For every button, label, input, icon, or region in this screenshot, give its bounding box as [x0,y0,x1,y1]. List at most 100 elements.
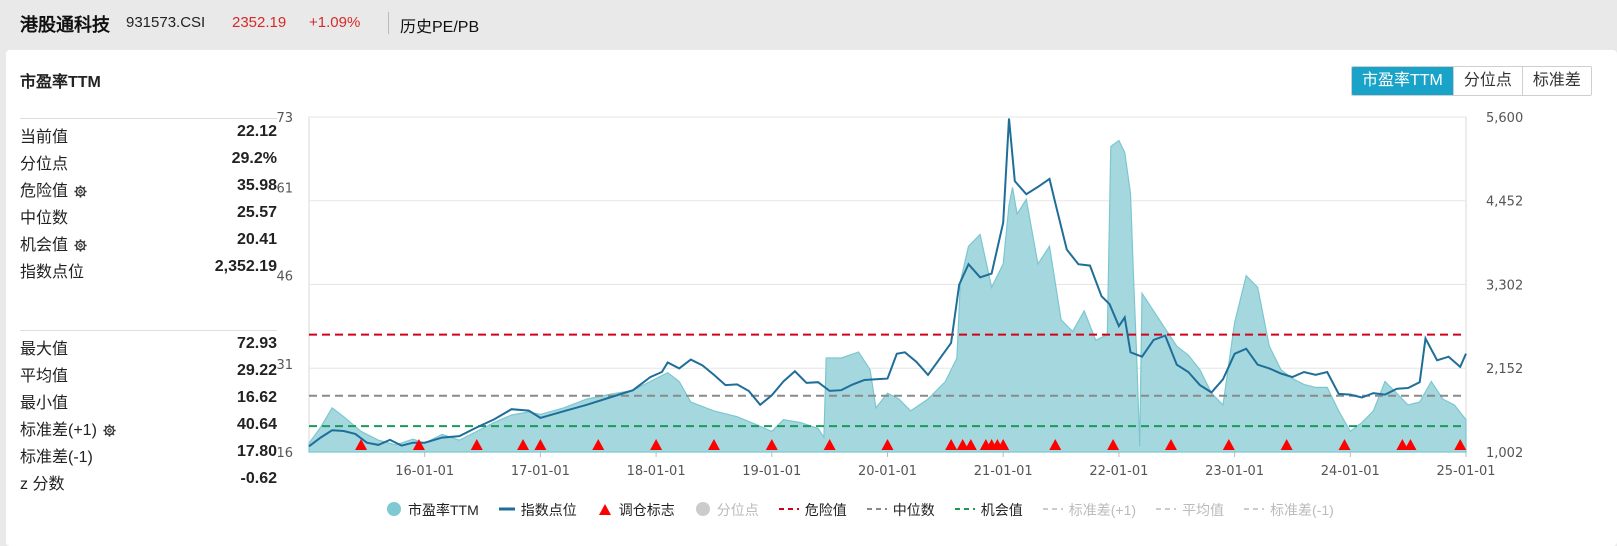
stat-row: 机会值 20.41 [20,228,277,255]
pe-ttm-area [308,139,1467,453]
y-left-tick-label: 61 [276,182,293,197]
pe-chart: 73 61 46 31 16 5,600 4,452 3,302 2,152 1,002 16-01… [276,111,1523,479]
legend-item[interactable]: 分位点 [695,500,759,520]
rebalance-marker [823,439,836,450]
rebalance-marker [1222,439,1235,450]
legend-swatch [597,501,613,520]
stat-label-text: 最大值 [20,341,69,358]
x-tick-label: 23-01-01 [1205,464,1264,479]
index-change: +1.09% [309,14,361,31]
stat-row: 最小值 16.62 [20,386,277,413]
legend-item[interactable]: 标准差(+1) [1042,500,1137,520]
tab-historical-pe-pb[interactable]: 历史PE/PB [400,19,480,36]
stat-row: 中位数 25.57 [20,201,277,228]
rebalance-marker [470,439,483,450]
x-tick-label: 16-01-01 [395,464,454,479]
stat-row: 危险值 35.98 [20,174,277,201]
rebalance-marker [997,439,1010,450]
gear-icon[interactable] [74,239,87,257]
rebalance-marker [1107,439,1120,450]
legend-item[interactable]: 危险值 [778,500,847,520]
legend-swatch [778,501,799,520]
stat-label-text: z 分数 [20,476,65,493]
legend-swatch [1156,501,1177,520]
gear-icon[interactable] [74,185,87,203]
stat-value: 29.2% [231,150,277,167]
stats-top-list: 当前值 22.12 分位点 29.2% 危险值 35.98 中位数 25.57 机会值 20.41… [20,118,277,282]
segment-percentile[interactable]: 分位点 [1452,67,1522,95]
stat-row: 最大值 72.93 [20,332,277,359]
x-tick-label: 24-01-01 [1321,464,1380,479]
y-right-tick-label: 5,600 [1486,111,1523,126]
stat-value: 72.93 [236,335,277,352]
stat-label: 当前值 [20,123,68,147]
stat-label: 分位点 [20,150,68,174]
stat-label-text: 标准差(-1) [20,449,93,466]
stat-label: 标准差(-1) [20,443,93,467]
legend-label: 指数点位 [520,502,577,518]
legend-item[interactable]: 调仓标志 [597,500,675,520]
legend-swatch [386,501,402,520]
legend-label: 中位数 [892,502,935,518]
legend-label: 标准差(-1) [1270,502,1334,518]
stat-label-text: 最小值 [20,395,69,412]
x-tick-label: 20-01-01 [858,464,917,479]
x-tick-label: 18-01-01 [627,464,686,479]
y-left-tick-label: 46 [276,270,293,285]
segment-std-dev[interactable]: 标准差 [1521,67,1591,95]
legend-item[interactable]: 标准差(-1) [1244,500,1334,520]
legend-item[interactable]: 中位数 [866,500,935,520]
legend-item[interactable]: 市盈率TTM [386,500,479,520]
rebalance-marker [945,439,958,450]
chart-legend: 市盈率TTM 指数点位 调仓标志 分位点 危险值 中位数 机会值 标准差(+1) 平均值 标准差(… [386,499,1354,521]
legend-label: 平均值 [1182,502,1225,518]
index-name: 港股通科技 [20,15,110,35]
segment-pe-ttm[interactable]: 市盈率TTM [1352,67,1453,95]
stat-row: 平均值 29.22 [20,359,277,386]
metric-segmented-control: 市盈率TTM 分位点 标准差 [1351,66,1592,96]
legend-swatch [498,501,515,520]
legend-label: 分位点 [716,502,759,518]
pe-panel: 市盈率TTM 市盈率TTM 分位点 标准差 当前值 22.12 分位点 29.2% 危险… [6,50,1617,546]
stat-label: 机会值 [20,231,87,257]
legend-label: 危险值 [804,502,847,518]
rebalance-marker [881,439,894,450]
stat-label-text: 标准差(+1) [20,422,97,439]
stat-value: -0.62 [240,470,277,487]
legend-swatch [695,501,711,520]
rebalance-marker [534,439,547,450]
stat-value: 16.62 [236,389,277,406]
rebalance-marker [592,439,605,450]
rebalance-marker [1338,439,1351,450]
legend-item[interactable]: 平均值 [1156,500,1224,520]
index-price: 2352.19 [232,14,287,31]
rebalance-marker [765,439,778,450]
stat-row: 当前值 22.12 [20,120,277,147]
x-tick-label: 21-01-01 [974,464,1033,479]
stat-label-text: 分位点 [20,156,69,173]
x-tick-label: 22-01-01 [1089,464,1148,479]
stat-value: 20.41 [236,231,277,248]
gear-icon[interactable] [103,424,116,442]
y-right-tick-label: 1,002 [1486,446,1523,461]
index-level-line [308,118,1467,448]
legend-label: 标准差(+1) [1068,502,1137,518]
legend-label: 调仓标志 [618,502,675,518]
stat-value: 17.80 [236,443,277,460]
stat-label: z 分数 [20,470,64,494]
stat-value: 29.22 [236,362,277,379]
rebalance-marker [650,439,663,450]
legend-item[interactable]: 指数点位 [498,500,577,520]
y-left-tick-label: 73 [276,111,293,126]
legend-label: 市盈率TTM [408,502,479,518]
stat-value: 22.12 [236,123,277,140]
stat-row: 标准差(+1) 40.64 [20,413,277,440]
stat-label: 最大值 [20,335,68,359]
legend-item[interactable]: 机会值 [954,500,1023,520]
stat-label-text: 机会值 [20,237,69,254]
y-right-tick-label: 4,452 [1486,195,1523,210]
rebalance-marker [412,439,425,450]
y-right-tick-label: 2,152 [1486,362,1523,377]
rebalance-marker [956,439,969,450]
stat-label: 最小值 [20,389,68,413]
